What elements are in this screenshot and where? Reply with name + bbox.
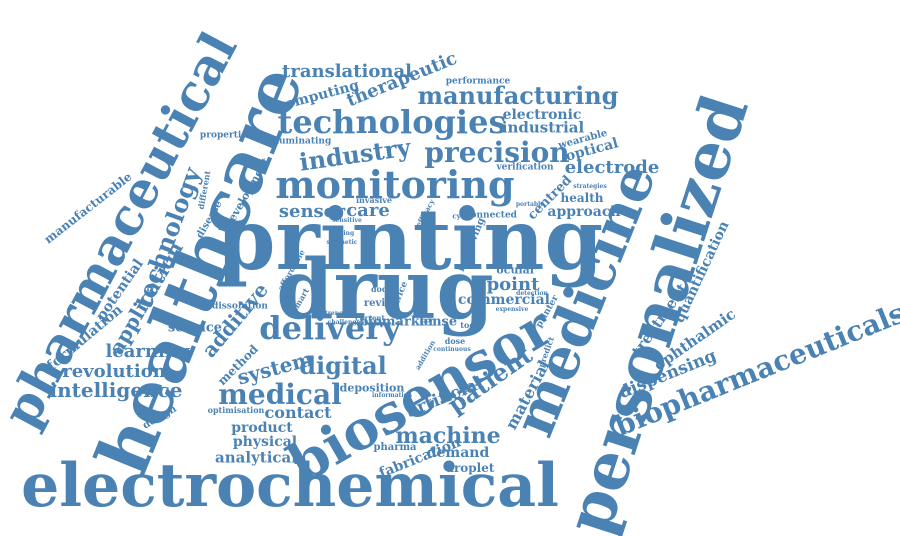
word-industrial: industrial — [501, 118, 585, 137]
word-illuminating: properties — [199, 130, 253, 141]
word-strength: advance — [358, 320, 386, 327]
word-science: science — [167, 320, 223, 336]
word-sensor: sensor — [278, 201, 346, 222]
word-verification: performance — [445, 76, 511, 87]
word-printer: tool — [460, 320, 478, 330]
word-dodp: review — [363, 298, 401, 309]
word-challenge: information — [371, 392, 413, 399]
word-droplet: lense — [418, 314, 458, 330]
word-deposition: pharma — [373, 442, 417, 453]
word-lense: biomarker — [359, 314, 435, 330]
word-electronic: electronic — [502, 107, 582, 123]
word-information: strategies — [573, 183, 607, 190]
word-dissolution: verification — [496, 162, 554, 173]
word-learning: learning — [105, 341, 191, 362]
word-contact: contact — [264, 403, 332, 422]
word-expensive: detection — [516, 290, 548, 297]
word-advance: challenge — [327, 319, 361, 326]
word-revolution: revolution — [62, 361, 166, 382]
word-health: approach — [547, 204, 621, 220]
word-strategies: portable — [515, 201, 545, 208]
word-ocular: commercial — [457, 292, 551, 308]
word-drug: drug — [276, 242, 494, 338]
word-dose: invasive — [356, 195, 392, 205]
word-electrochemical: electrochemical — [21, 451, 559, 521]
word-dosing: synthetic — [326, 239, 358, 246]
word-point: point — [486, 274, 540, 295]
word-precision: precision — [424, 136, 570, 169]
word-review: connected — [465, 210, 517, 221]
word-development: optimisation — [207, 405, 265, 415]
word-delivery: delivery — [259, 309, 401, 347]
word-pharma: demand — [426, 445, 490, 461]
word-connected: dissolution — [212, 301, 268, 312]
word-efficacy: dosing — [331, 230, 355, 237]
word-addition: current — [355, 313, 385, 323]
word-product: product — [231, 420, 293, 436]
word-fabrication: droplet — [445, 461, 495, 475]
word-current: dose — [444, 336, 466, 346]
word-medical: medical — [218, 378, 342, 411]
word-digital: digital — [299, 351, 387, 380]
word-tool: dodp — [370, 284, 394, 294]
word-detection: continuous — [433, 346, 471, 353]
word-performance: illuminating — [268, 136, 332, 147]
word-design: deposition — [339, 381, 405, 395]
word-biomarker: ocular — [496, 263, 536, 277]
word-care: care — [346, 200, 390, 221]
word-analytical: analytical — [215, 448, 297, 467]
word-machine: machine — [395, 423, 501, 449]
word-portable: expensive — [495, 306, 529, 313]
word-electrode: electrode — [564, 157, 660, 178]
word-physical: physical — [232, 434, 298, 450]
word-sensitive: strength — [321, 310, 351, 317]
word-printing: printing — [216, 190, 604, 289]
word-translational: translational — [282, 61, 412, 82]
word-affordable: cyber — [452, 211, 474, 221]
word-synthetic: sensitive — [332, 217, 362, 224]
word-manufacturing: manufacturing — [417, 81, 619, 110]
word-intelligence: intelligence — [49, 378, 183, 402]
word-technologies: technologies — [277, 103, 507, 141]
word-centred: health — [560, 191, 604, 205]
word-monitoring: monitoring — [275, 162, 515, 207]
